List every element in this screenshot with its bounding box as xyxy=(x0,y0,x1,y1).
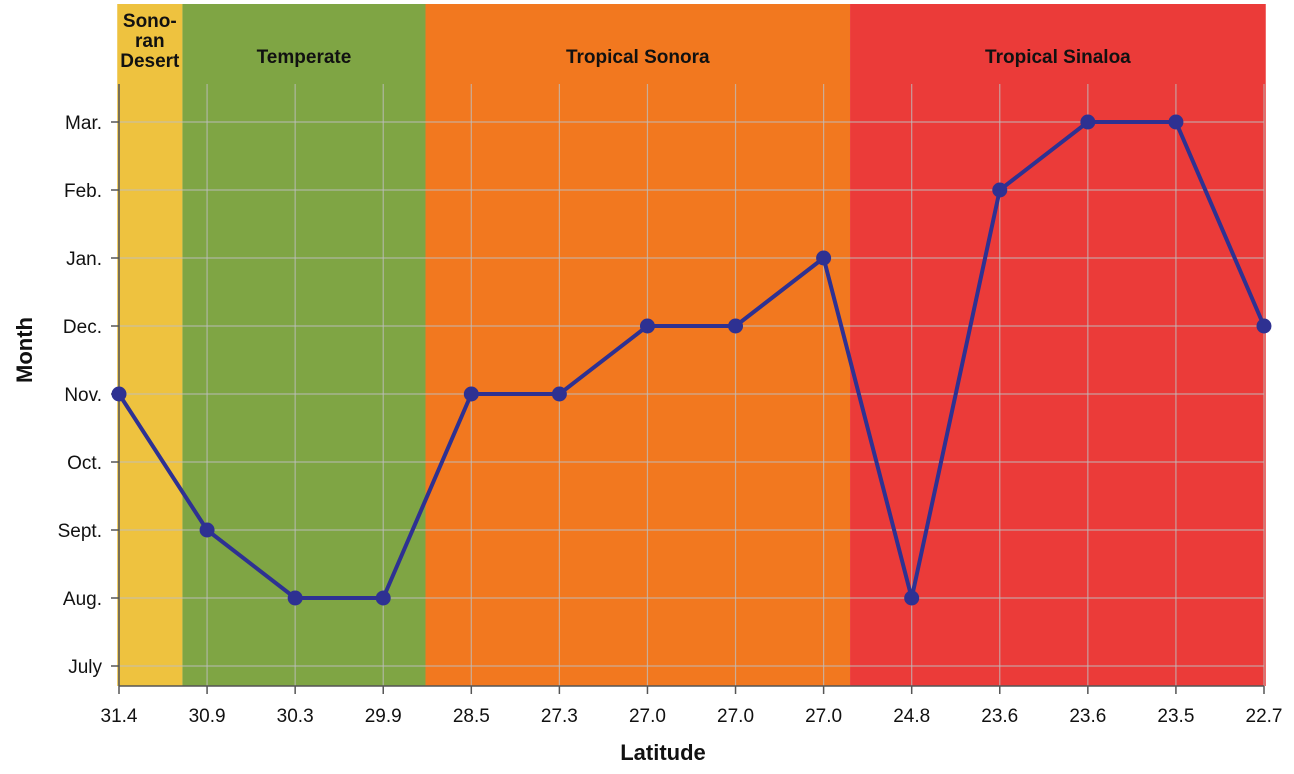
x-tick-label: 23.5 xyxy=(1157,706,1194,727)
region-band xyxy=(425,4,851,686)
y-tick-label: July xyxy=(68,657,102,678)
x-tick-label: 30.3 xyxy=(277,706,314,727)
x-tick-label: 27.0 xyxy=(717,706,754,727)
y-tick-label: Sept. xyxy=(58,521,102,542)
y-tick-label: Aug. xyxy=(63,589,102,610)
data-point xyxy=(992,182,1008,198)
x-tick-label: 23.6 xyxy=(981,706,1018,727)
data-point xyxy=(551,386,567,402)
y-tick-label: Dec. xyxy=(63,317,102,338)
data-point xyxy=(199,522,215,538)
data-point xyxy=(728,318,744,334)
region-band xyxy=(182,4,426,686)
region-band xyxy=(117,4,183,686)
x-tick-label: 28.5 xyxy=(453,706,490,727)
data-point xyxy=(375,590,391,606)
y-tick-label: Jan. xyxy=(66,249,102,270)
y-tick-label: Nov. xyxy=(64,385,102,406)
x-tick-label: 30.9 xyxy=(189,706,226,727)
y-tick-label: Oct. xyxy=(67,453,102,474)
data-point xyxy=(904,590,920,606)
y-tick-label: Feb. xyxy=(64,181,102,202)
region-label: Temperate xyxy=(257,47,352,68)
x-tick-label: 27.3 xyxy=(541,706,578,727)
data-point xyxy=(639,318,655,334)
data-point xyxy=(816,250,832,266)
x-tick-label: 27.0 xyxy=(629,706,666,727)
x-tick-label: 27.0 xyxy=(805,706,842,727)
x-tick-label: 29.9 xyxy=(365,706,402,727)
data-point xyxy=(1168,114,1184,130)
y-axis-title: Month xyxy=(12,317,37,383)
region-label: Tropical Sinaloa xyxy=(985,47,1131,68)
axes xyxy=(118,84,1264,687)
region-label: Desert xyxy=(120,51,180,72)
x-tick-label: 22.7 xyxy=(1246,706,1283,727)
x-tick-label: 23.6 xyxy=(1069,706,1106,727)
data-point xyxy=(1080,114,1096,130)
data-point xyxy=(463,386,479,402)
x-tick-label: 24.8 xyxy=(893,706,930,727)
grid xyxy=(118,84,1265,686)
series-line xyxy=(117,120,1266,600)
x-tick-label: 31.4 xyxy=(101,706,138,727)
y-tick-labels: July Aug. Sept. Oct. Nov. Dec. Jan. Feb. Mar. xyxy=(58,113,119,678)
region-label: Sono- xyxy=(123,11,177,32)
y-tick-label: Mar. xyxy=(65,113,102,134)
region-label: Tropical Sonora xyxy=(566,47,710,68)
series xyxy=(111,114,1272,606)
data-point xyxy=(287,590,303,606)
region-label: ran xyxy=(135,31,165,52)
x-tick-labels: 31.4 30.9 30.3 29.9 28.5 27.3 27.0 27.0 27.0 24.8… xyxy=(101,686,1283,727)
x-axis-title: Latitude xyxy=(620,740,706,765)
region-band xyxy=(850,4,1266,686)
data-point xyxy=(111,386,127,402)
data-point xyxy=(1256,318,1272,334)
